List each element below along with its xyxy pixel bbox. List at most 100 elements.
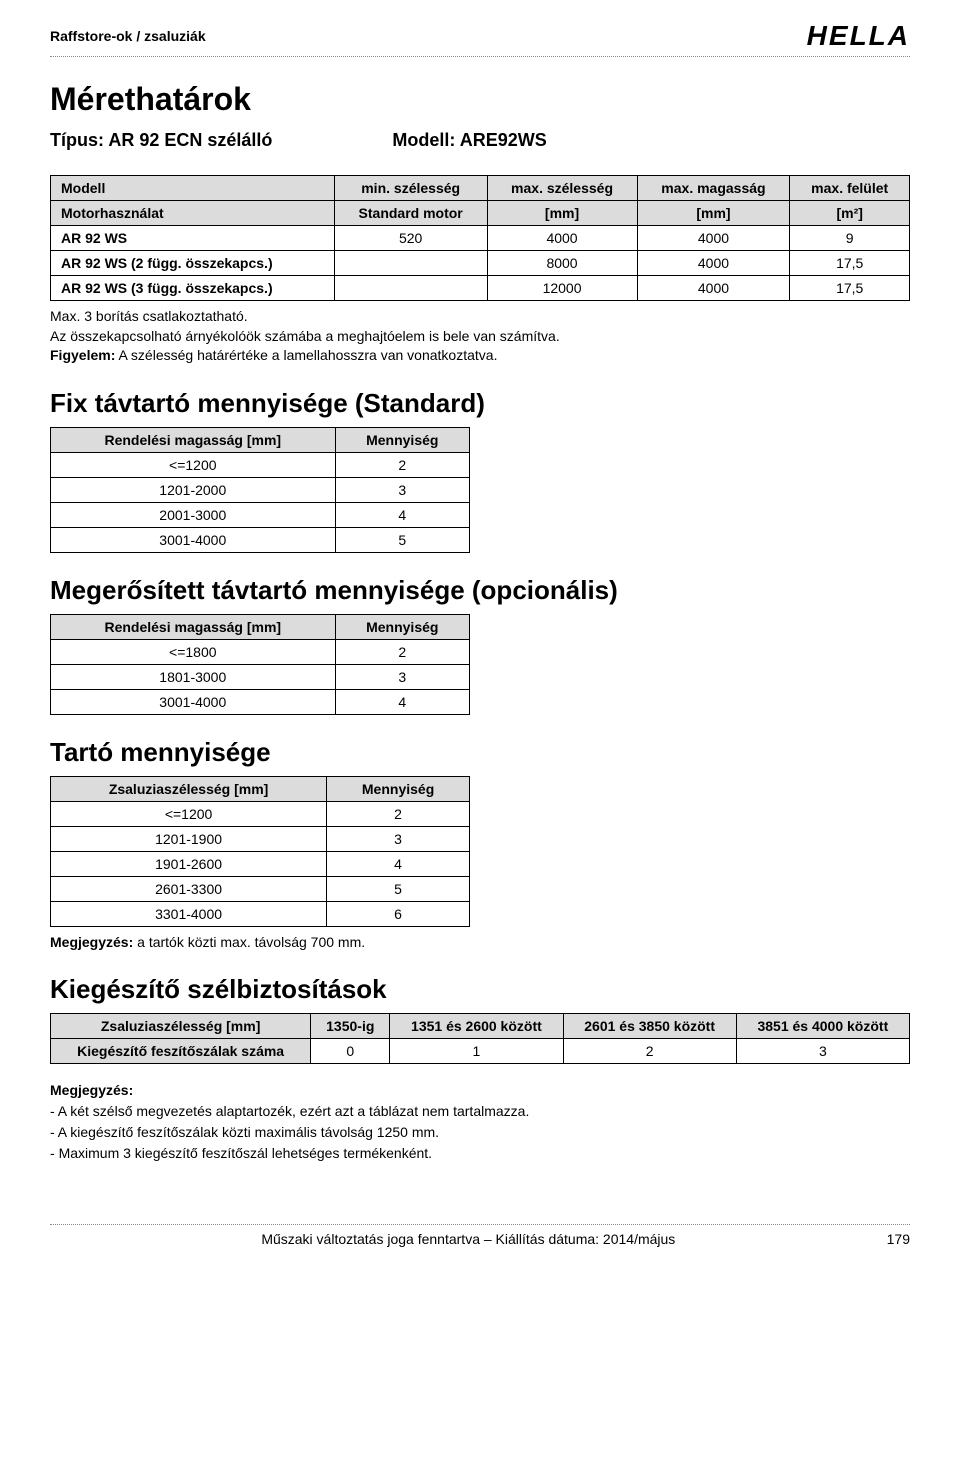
breadcrumb: Raffstore-ok / zsaluziák <box>50 28 206 44</box>
note-item: A kiegészítő feszítőszálak közti maximál… <box>50 1122 910 1143</box>
cell: 1201-2000 <box>51 477 336 502</box>
col-header: max. magasság <box>637 176 790 201</box>
table-row: <=12002 <box>51 801 470 826</box>
row-label: Kiegészítő feszítőszálak száma <box>51 1039 311 1064</box>
cell: 17,5 <box>790 251 910 276</box>
final-notes: Megjegyzés: A két szélső megvezetés alap… <box>50 1080 910 1164</box>
col-header: Mennyiség <box>335 614 469 639</box>
table-row: 1201-20003 <box>51 477 470 502</box>
section-title: Fix távtartó mennyisége (Standard) <box>50 388 910 419</box>
cell: 1801-3000 <box>51 664 336 689</box>
table-row: AR 92 WS (2 függ. összekapcs.) 8000 4000… <box>51 251 910 276</box>
cell: <=1200 <box>51 801 327 826</box>
note-item: A két szélső megvezetés alaptartozék, ez… <box>50 1101 910 1122</box>
note-bold: Megjegyzés: <box>50 934 133 950</box>
cell: 3001-4000 <box>51 527 336 552</box>
cell: 3 <box>335 477 469 502</box>
table-row: <=12002 <box>51 452 470 477</box>
table-row: 3001-40004 <box>51 689 470 714</box>
note-line: Max. 3 borítás csatlakoztatható. <box>50 307 910 327</box>
note-rest: A szélesség határértéke a lamellahosszra… <box>115 347 497 363</box>
col-header: Rendelési magasság [mm] <box>51 614 336 639</box>
table-row: <=18002 <box>51 639 470 664</box>
cell: 4000 <box>637 251 790 276</box>
cell: 3 <box>335 664 469 689</box>
footer-center: Műszaki változtatás joga fenntartva – Ki… <box>261 1231 675 1247</box>
wind-protection-table: Zsaluziaszélesség [mm] 1350-ig 1351 és 2… <box>50 1013 910 1064</box>
cell: 5 <box>335 527 469 552</box>
cell: 4000 <box>637 226 790 251</box>
holder-note: Megjegyzés: a tartók közti max. távolság… <box>50 933 910 953</box>
unit-header: [m²] <box>790 201 910 226</box>
section-title: Tartó mennyisége <box>50 737 910 768</box>
cell: 3 <box>736 1039 909 1064</box>
table-row: 1801-30003 <box>51 664 470 689</box>
model-label: Modell: ARE92WS <box>392 130 546 151</box>
type-label: Típus: AR 92 ECN szélálló <box>50 130 272 151</box>
col-header: 2601 és 3850 között <box>563 1014 736 1039</box>
cell: AR 92 WS <box>51 226 335 251</box>
unit-header: Standard motor <box>334 201 487 226</box>
subtitle-row: Típus: AR 92 ECN szélálló Modell: ARE92W… <box>50 130 910 151</box>
table-row: 2001-30004 <box>51 502 470 527</box>
cell: 2001-3000 <box>51 502 336 527</box>
table-row: Kiegészítő feszítőszálak száma 0 1 2 3 <box>51 1039 910 1064</box>
col-header: Zsaluziaszélesség [mm] <box>51 1014 311 1039</box>
cell: 17,5 <box>790 276 910 301</box>
cell: 2601-3300 <box>51 876 327 901</box>
unit-header: [mm] <box>487 201 637 226</box>
table-row: 1901-26004 <box>51 851 470 876</box>
col-header: min. szélesség <box>334 176 487 201</box>
fix-spacer-table: Rendelési magasság [mm] Mennyiség <=1200… <box>50 427 470 553</box>
cell: 4 <box>335 689 469 714</box>
cell <box>334 276 487 301</box>
cell: 3301-4000 <box>51 901 327 926</box>
cell: <=1800 <box>51 639 336 664</box>
table-row: 1201-19003 <box>51 826 470 851</box>
cell: 9 <box>790 226 910 251</box>
unit-header: [mm] <box>637 201 790 226</box>
cell: 3 <box>327 826 470 851</box>
note-bold: Figyelem: <box>50 347 115 363</box>
col-header: 3851 és 4000 között <box>736 1014 909 1039</box>
cell: 5 <box>327 876 470 901</box>
cell: AR 92 WS (3 függ. összekapcs.) <box>51 276 335 301</box>
table-row: AR 92 WS 520 4000 4000 9 <box>51 226 910 251</box>
cell: 4000 <box>637 276 790 301</box>
col-header: max. szélesség <box>487 176 637 201</box>
section-title: Kiegészítő szélbiztosítások <box>50 974 910 1005</box>
notes-heading: Megjegyzés: <box>50 1080 910 1101</box>
cell: 1901-2600 <box>51 851 327 876</box>
cell: 3001-4000 <box>51 689 336 714</box>
cell: 1 <box>390 1039 563 1064</box>
note-line: Az összekapcsolható árnyékolóök számába … <box>50 327 910 347</box>
brand-logo: HELLA <box>807 20 910 52</box>
cell: 4000 <box>487 226 637 251</box>
cell: 6 <box>327 901 470 926</box>
cell: AR 92 WS (2 függ. összekapcs.) <box>51 251 335 276</box>
cell: 2 <box>335 639 469 664</box>
dimensions-table: Modell min. szélesség max. szélesség max… <box>50 175 910 301</box>
col-header: 1350-ig <box>311 1014 390 1039</box>
col-header: Zsaluziaszélesség [mm] <box>51 776 327 801</box>
col-header: Rendelési magasság [mm] <box>51 427 336 452</box>
note-rest: a tartók közti max. távolság 700 mm. <box>133 934 365 950</box>
section-title: Megerősített távtartó mennyisége (opcion… <box>50 575 910 606</box>
table-row: AR 92 WS (3 függ. összekapcs.) 12000 400… <box>51 276 910 301</box>
cell: 4 <box>327 851 470 876</box>
cell: 2 <box>335 452 469 477</box>
cell: 1201-1900 <box>51 826 327 851</box>
cell <box>334 251 487 276</box>
col-header: Mennyiség <box>335 427 469 452</box>
table-row: 3001-40005 <box>51 527 470 552</box>
holder-table: Zsaluziaszélesség [mm] Mennyiség <=12002… <box>50 776 470 927</box>
note-line: Figyelem: A szélesség határértéke a lame… <box>50 346 910 366</box>
top-bar: Raffstore-ok / zsaluziák HELLA <box>50 20 910 57</box>
col-header: Mennyiség <box>327 776 470 801</box>
col-header: 1351 és 2600 között <box>390 1014 563 1039</box>
cell: 2 <box>327 801 470 826</box>
col-header: Modell <box>51 176 335 201</box>
page-number: 179 <box>887 1231 910 1247</box>
cell: 4 <box>335 502 469 527</box>
note-item: Maximum 3 kiegészítő feszítőszál lehetsé… <box>50 1143 910 1164</box>
